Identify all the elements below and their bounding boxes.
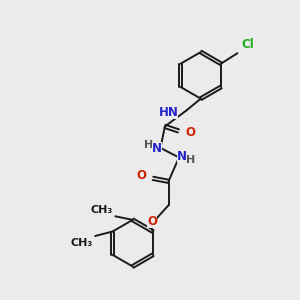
- Text: CH₃: CH₃: [91, 205, 113, 215]
- Text: H: H: [186, 155, 195, 166]
- Text: N: N: [177, 150, 187, 163]
- Text: HN: HN: [158, 106, 178, 119]
- Text: N: N: [152, 142, 162, 155]
- Text: O: O: [185, 126, 195, 139]
- Text: O: O: [136, 169, 146, 182]
- Text: O: O: [147, 215, 157, 228]
- Text: CH₃: CH₃: [70, 238, 93, 248]
- Text: H: H: [145, 140, 154, 150]
- Text: Cl: Cl: [241, 38, 254, 51]
